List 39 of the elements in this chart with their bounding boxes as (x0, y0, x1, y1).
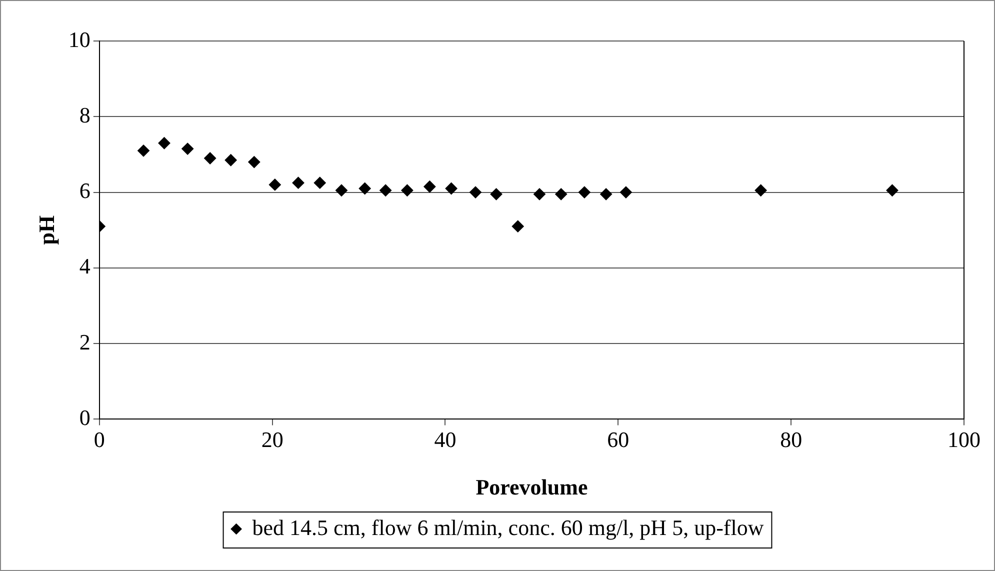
x-tick-label: 40 (434, 427, 456, 452)
point (358, 182, 371, 194)
x-tick-label: 60 (607, 427, 630, 452)
point (158, 137, 170, 150)
point (490, 188, 502, 200)
point (292, 176, 304, 189)
y-tick-label: 4 (79, 254, 90, 279)
point (578, 186, 590, 198)
legend-label: bed 14.5 cm, flow 6 ml/min, conc. 60 mg/l, pH 5, up-flow (252, 514, 764, 540)
point (137, 144, 150, 157)
x-tick-label: 100 (948, 427, 980, 452)
point (224, 154, 237, 166)
y-tick-label: 10 (68, 26, 90, 52)
y-axis-title: pH (34, 215, 59, 245)
y-tick-label: 8 (79, 102, 90, 128)
y-tick-label: 0 (79, 404, 90, 430)
point (533, 188, 546, 200)
point (248, 156, 260, 168)
point (470, 186, 482, 198)
point (555, 188, 568, 200)
point (754, 184, 767, 196)
point (620, 186, 632, 198)
x-tick-label: 20 (261, 427, 284, 452)
point (600, 188, 612, 200)
point (204, 152, 216, 164)
point (335, 184, 348, 196)
y-tick-label: 2 (79, 329, 90, 354)
point (445, 182, 458, 194)
y-tick-label: 6 (79, 178, 90, 204)
point (886, 184, 898, 196)
point (268, 178, 281, 191)
point (182, 142, 194, 155)
point (401, 184, 414, 196)
point (424, 180, 436, 193)
x-tick-label: 80 (780, 427, 802, 452)
point (512, 220, 524, 232)
x-axis-title: Porevolume (476, 474, 588, 500)
point (314, 176, 326, 189)
point (380, 184, 392, 196)
